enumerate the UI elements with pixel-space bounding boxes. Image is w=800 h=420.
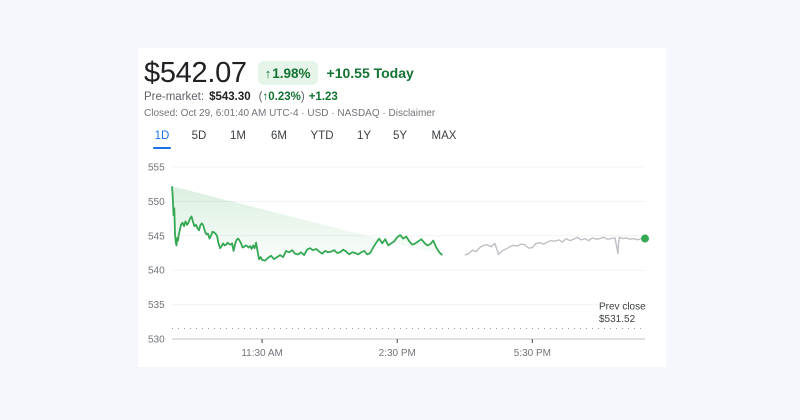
x-axis-label: 2:30 PM xyxy=(379,348,416,359)
area-fill xyxy=(172,186,443,261)
arrow-up-icon: ↑ xyxy=(264,65,272,81)
previous-close-label: Prev close xyxy=(599,302,646,313)
y-axis-label: 535 xyxy=(148,300,165,311)
change-today: +10.55 Today xyxy=(326,65,414,81)
range-tab-5d[interactable]: 5D xyxy=(191,130,207,142)
range-tab-1d[interactable]: 1D xyxy=(149,126,175,146)
price-row: $542.07 ↑ 1.98% +10.55 Today xyxy=(144,56,414,90)
range-tab-1m[interactable]: 1M xyxy=(230,130,246,142)
range-tab-ytd[interactable]: YTD xyxy=(310,130,334,142)
regular-session-line xyxy=(171,186,443,262)
market-status-line: Closed: Oct 29, 6:01:40 AM UTC-4 · USD ·… xyxy=(144,108,436,119)
premarket-percent: (↑0.23%) xyxy=(259,91,305,103)
premarket-label: Pre-market: xyxy=(144,91,205,103)
premarket-price: $543.30 xyxy=(209,91,251,103)
premarket-percent-value: 0.23% xyxy=(268,91,301,103)
quote-card: $542.07 ↑ 1.98% +10.55 Today Pre-market:… xyxy=(138,48,666,367)
premarket-change: +1.23 xyxy=(308,91,338,103)
current-price-dot[interactable] xyxy=(641,234,649,243)
y-axis-label: 550 xyxy=(148,197,165,208)
paren-open: ( xyxy=(258,91,263,103)
change-percent: 1.98% xyxy=(272,65,311,81)
change-percent-badge: ↑ 1.98% xyxy=(257,61,318,85)
price-chart: 555 550 545 540 535 530 Prev close$531.52 11:30… xyxy=(148,163,649,359)
current-price: $542.07 xyxy=(144,57,247,89)
arrow-up-icon: ↑ xyxy=(262,91,269,103)
y-axis-label: 530 xyxy=(148,335,165,346)
paren-close: ) xyxy=(300,91,305,103)
premarket-row: Pre-market: $543.30 (↑0.23%) +1.23 xyxy=(144,91,338,103)
range-tab-6m[interactable]: 6M xyxy=(271,130,287,142)
y-axis-label: 555 xyxy=(148,163,165,174)
x-axis-label: 5:30 PM xyxy=(514,348,551,359)
range-tab-5y[interactable]: 5Y xyxy=(392,130,408,142)
after-hours-line xyxy=(464,236,646,256)
x-axis-label: 11:30 AM xyxy=(241,348,283,359)
range-tab-1y[interactable]: 1Y xyxy=(356,130,372,142)
y-axis-label: 540 xyxy=(148,266,165,277)
y-axis-label: 545 xyxy=(148,231,165,242)
range-tab-max[interactable]: MAX xyxy=(431,130,457,142)
previous-close-value: $531.52 xyxy=(599,314,636,325)
